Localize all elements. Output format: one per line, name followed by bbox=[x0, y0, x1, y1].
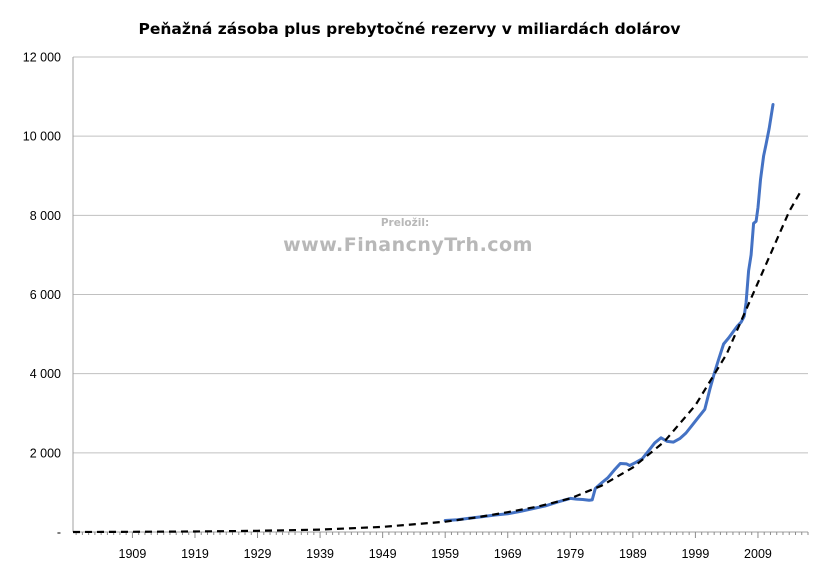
y-tick-label: 4 000 bbox=[30, 367, 61, 381]
x-tick-label: 1939 bbox=[306, 547, 334, 561]
gridlines bbox=[73, 56, 808, 454]
x-tick-label: 1979 bbox=[556, 547, 584, 561]
chart-title: Peňažná zásoba plus prebytočné rezervy v… bbox=[138, 20, 681, 38]
y-tick-label: 2 000 bbox=[30, 446, 61, 460]
x-tick-label: 1929 bbox=[244, 547, 272, 561]
data-line bbox=[443, 103, 775, 522]
x-tick-label: 1999 bbox=[681, 547, 709, 561]
x-tick-label: 1959 bbox=[431, 547, 459, 561]
y-tick-label: 6 000 bbox=[30, 288, 61, 302]
series bbox=[72, 103, 803, 534]
watermark-url: www.FinancnyTrh.com bbox=[283, 234, 533, 256]
y-tick-labels: - 2 000 4 000 6 000 8 000 10 000 12 000 bbox=[23, 51, 61, 540]
x-tick-label: 1949 bbox=[369, 547, 397, 561]
trend-line bbox=[72, 189, 803, 534]
x-tick-label: 1969 bbox=[494, 547, 522, 561]
watermark-label: Preložil: bbox=[380, 217, 430, 229]
x-tick-label: 1919 bbox=[181, 547, 209, 561]
y-tick-label: - bbox=[57, 526, 61, 540]
x-tick-label: 1909 bbox=[119, 547, 147, 561]
y-tick-label: 8 000 bbox=[30, 209, 61, 223]
x-tick-label: 2009 bbox=[744, 547, 772, 561]
x-tick-labels: 1909 1919 1929 1939 1949 1959 1969 1979 1989 1999… bbox=[119, 547, 772, 561]
y-tick-label: 12 000 bbox=[23, 51, 61, 65]
x-tick-label: 1989 bbox=[619, 547, 647, 561]
y-tick-label: 10 000 bbox=[23, 130, 61, 144]
axes bbox=[72, 57, 809, 538]
